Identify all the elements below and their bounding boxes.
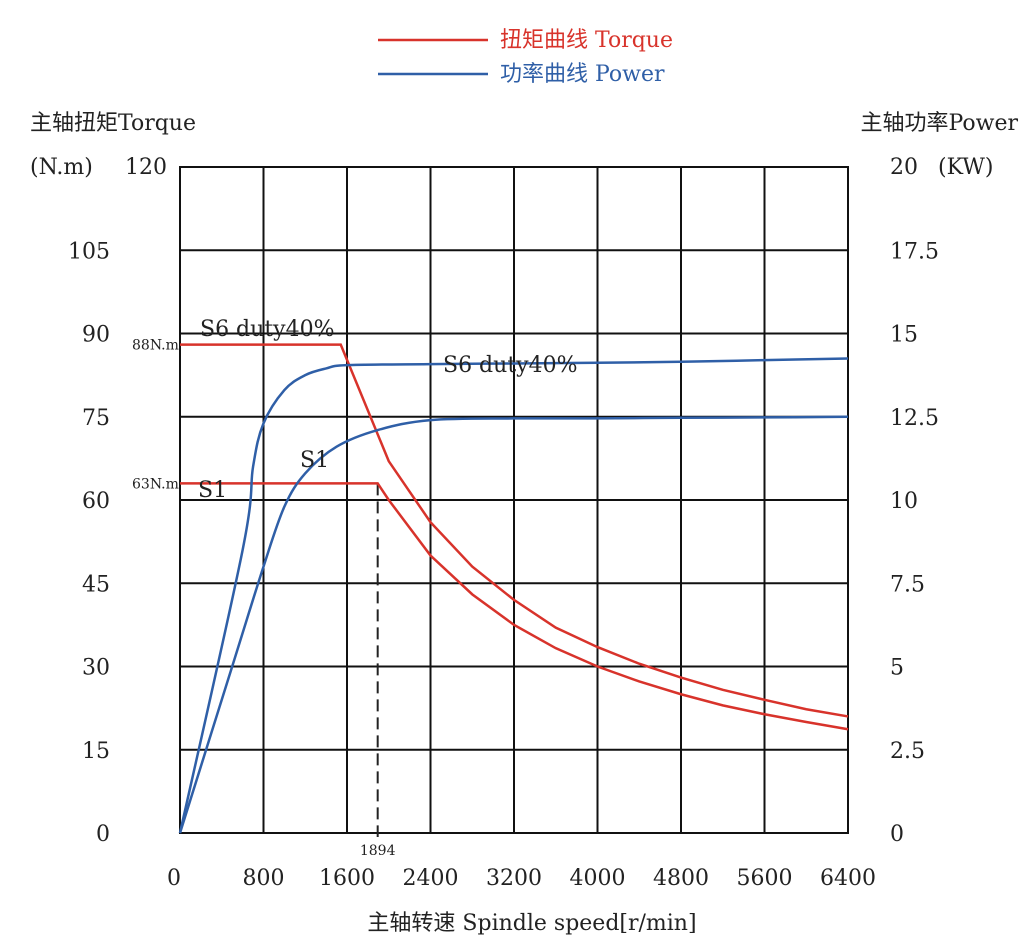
y-right-title: 主轴功率Power — [860, 111, 1018, 136]
y-left-tick-label: 105 — [68, 239, 110, 264]
y-right-tick-label: 12.5 — [890, 406, 939, 431]
series-line-power-s1 — [178, 415, 849, 834]
y-right-tick-label: 17.5 — [890, 239, 939, 264]
x-tick-label: 1600 — [319, 866, 375, 891]
series-lines — [178, 343, 849, 834]
annotations: 88N.m 63N.m 1894 S6 duty40% S1 S6 duty40% S1 — [132, 317, 577, 859]
label-power-s6: S6 duty40% — [443, 353, 577, 378]
label-power-s1: S1 — [300, 448, 329, 473]
series-line-torque-s1 — [180, 482, 849, 731]
y-left-tick-label: 15 — [82, 739, 110, 764]
y-right-tick-label: 5 — [890, 656, 904, 681]
y-left-tick-label: 90 — [82, 323, 110, 348]
annotation-63nm: 63N.m — [132, 476, 179, 492]
y-right-tick-label: 2.5 — [890, 739, 925, 764]
x-tick-label: 5600 — [737, 866, 793, 891]
y-left-title: 主轴扭矩Torque — [30, 111, 196, 136]
y-right-tick-label: 10 — [890, 489, 918, 514]
label-torque-s6: S6 duty40% — [200, 317, 334, 342]
series-line-torque-s6 — [180, 343, 849, 718]
y-right-tick-label: 7.5 — [890, 572, 925, 597]
x-tick-label: 6400 — [820, 866, 876, 891]
y-left-unit: (N.m) — [30, 155, 93, 180]
x-tick-label: 2400 — [403, 866, 459, 891]
series-line-power-s6 — [178, 357, 849, 834]
annotation-88nm: 88N.m — [132, 338, 179, 354]
y-left-tick-label: 75 — [82, 406, 110, 431]
x-tick-label: 4800 — [653, 866, 709, 891]
label-torque-s1: S1 — [198, 478, 227, 503]
y-right-unit: (KW) — [938, 155, 993, 180]
y-right-tick-label: 20 — [890, 155, 918, 180]
y-right-tick-label: 0 — [890, 822, 904, 847]
y-left-tick-label: 30 — [82, 656, 110, 681]
legend: 扭矩曲线 Torque 功率曲线 Power — [378, 28, 673, 87]
y-left-tick-label: 120 — [125, 155, 167, 180]
x-tick-label: 800 — [243, 866, 285, 891]
x-tick-label: 3200 — [486, 866, 542, 891]
y-right-tick-label: 15 — [890, 323, 918, 348]
y-left-tick-label: 45 — [82, 572, 110, 597]
annotation-1894: 1894 — [360, 843, 396, 859]
legend-power-label: 功率曲线 Power — [500, 62, 665, 87]
legend-torque-label: 扭矩曲线 Torque — [500, 28, 673, 53]
x-tick-label: 4000 — [570, 866, 626, 891]
x-tick-label: 0 — [167, 866, 181, 891]
plot-grid — [179, 166, 849, 834]
tick-labels: 0 800 1600 2400 3200 4000 4800 5600 640001530456… — [68, 155, 939, 891]
y-left-tick-label: 60 — [82, 489, 110, 514]
y-left-tick-label: 0 — [96, 822, 110, 847]
x-axis-title: 主轴转速 Spindle speed[r/min] — [367, 911, 696, 936]
